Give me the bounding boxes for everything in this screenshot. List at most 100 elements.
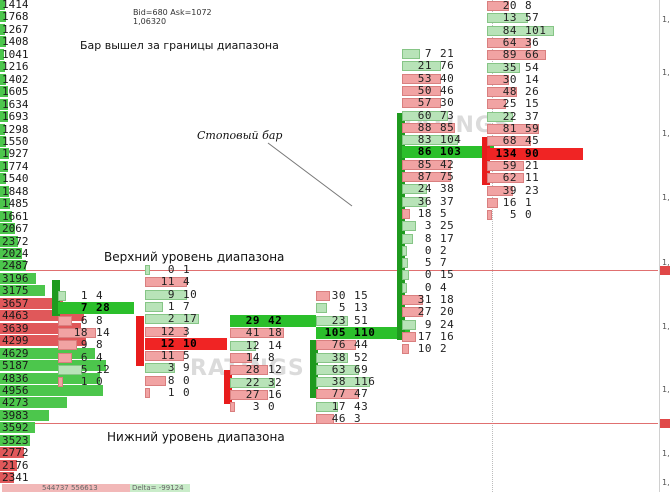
footprint-row: 48 26	[487, 85, 585, 99]
footprint-bar	[230, 389, 269, 400]
footprint-ask: 4	[96, 289, 104, 302]
footprint-bid: 48	[502, 85, 517, 99]
poc-band	[58, 302, 134, 315]
footprint-row: 46 3	[316, 412, 412, 425]
footprint-ask: 7	[183, 299, 191, 313]
footprint-row: 22 37	[487, 110, 585, 123]
footprint-row: 7 28	[58, 302, 136, 315]
footprint-ask: 46	[440, 83, 455, 97]
footprint-bar	[487, 185, 513, 196]
ladder-bar	[0, 297, 63, 309]
footprint-bid: 1	[167, 386, 175, 399]
ladder-bar	[0, 198, 10, 210]
footprint-ask: 15	[525, 97, 540, 111]
footprint-bid: 13	[502, 11, 517, 25]
upper-range-line[interactable]	[0, 270, 658, 271]
ladder-bar	[0, 0, 6, 10]
vertical-grid-line	[492, 0, 493, 492]
candle-body[interactable]	[397, 113, 405, 340]
footprint-row: 30 14	[487, 73, 585, 86]
footprint-row: 35 54	[487, 61, 585, 74]
ladder-value: 4836	[2, 371, 29, 385]
footprint-ask: 3	[354, 412, 362, 425]
footprint-ask: 101	[525, 23, 547, 37]
footprint-row: 18 14	[58, 326, 136, 339]
candle-body[interactable]	[224, 370, 232, 404]
footprint-ask: 9	[183, 361, 191, 375]
footprint-ask: 38	[440, 182, 455, 196]
ladder-bar	[0, 434, 31, 446]
ladder-value: 1693	[2, 110, 29, 124]
footprint-row: 7 21	[402, 48, 496, 60]
footprint-bid: 9	[424, 317, 432, 331]
footprint-row: 17 16	[402, 330, 496, 343]
footprint-bid: 59	[502, 158, 517, 172]
price-scale-tick: 1,0	[662, 193, 670, 202]
footprint-ask: 20	[440, 305, 455, 319]
footprint-row: 18 5	[402, 207, 496, 220]
candle-body[interactable]	[310, 340, 318, 398]
ladder-value: 1774	[2, 159, 29, 173]
price-scale[interactable]: 1,0 1,0 1,0 1,0 1,0 1,0 1,0 1,0 1,0	[659, 0, 670, 492]
footprint-bid: 30	[331, 289, 346, 302]
footprint-bar	[316, 377, 370, 388]
footprint-row: 86 103	[402, 145, 496, 159]
footprint-ask: 0	[525, 208, 533, 222]
footprint-ask: 14	[268, 338, 283, 352]
footprint-row: 30 15	[316, 289, 412, 302]
footprint-row: 13 57	[487, 11, 585, 25]
footprint-ask: 3	[183, 324, 191, 338]
footprint-bid: 46	[331, 412, 346, 425]
footprint-row: 20 8	[487, 0, 585, 12]
footprint-ask: 1	[183, 263, 191, 276]
footprint-row: 16 1	[487, 195, 585, 209]
footprint-bid: 9	[167, 287, 175, 301]
footer-volume: 544737 556613	[42, 484, 98, 492]
footprint-bid: 88	[417, 120, 432, 134]
footprint-bar	[402, 61, 441, 72]
price-readout: 1,06320	[133, 17, 167, 26]
footprint-ask: 103	[440, 145, 462, 159]
ladder-value: 2024	[2, 247, 29, 260]
footprint-bid: 2	[167, 312, 175, 326]
footprint-bid: 23	[331, 313, 346, 327]
candle-body[interactable]	[52, 280, 60, 316]
footprint-row: 68 45	[487, 135, 585, 147]
footprint-bar	[402, 196, 427, 207]
ladder-bar	[0, 185, 9, 197]
ladder-bar	[0, 447, 24, 459]
footprint-ask: 1	[525, 195, 533, 209]
ladder-bar	[0, 73, 7, 85]
footprint-bar	[402, 159, 451, 170]
ladder-value: 1414	[2, 0, 29, 11]
footprint-bid: 62	[502, 171, 517, 185]
footprint-bar	[402, 172, 451, 182]
candle-body[interactable]	[482, 137, 490, 185]
ladder-value: 1216	[2, 60, 29, 74]
footprint-bar	[402, 110, 448, 121]
footprint-ask: 42	[440, 157, 455, 171]
footprint-row: 21 76	[402, 60, 496, 72]
ladder-value: 2487	[2, 259, 29, 273]
ladder-bar	[0, 235, 19, 247]
ladder-bar	[0, 372, 101, 384]
footprint-bid: 6	[80, 313, 88, 327]
footprint-bar	[316, 364, 360, 375]
ladder-value: 1402	[2, 72, 29, 86]
footprint-ask: 57	[525, 11, 540, 25]
candle-body[interactable]	[136, 316, 144, 366]
ladder-value: 5187	[2, 359, 29, 373]
footprint-ask: 10	[183, 287, 198, 301]
ladder-bar	[0, 472, 15, 484]
footprint-bid: 22	[245, 375, 260, 389]
footprint-bar	[230, 340, 256, 351]
footprint-ask: 7	[440, 256, 448, 270]
footprint-bar	[145, 314, 199, 325]
footprint-bid: 5	[424, 256, 432, 270]
footprint-row: 11 4	[145, 276, 229, 288]
footprint-ask: 42	[268, 314, 283, 327]
footprint-bid: 6	[80, 350, 88, 364]
footprint-ask: 10	[183, 336, 198, 350]
